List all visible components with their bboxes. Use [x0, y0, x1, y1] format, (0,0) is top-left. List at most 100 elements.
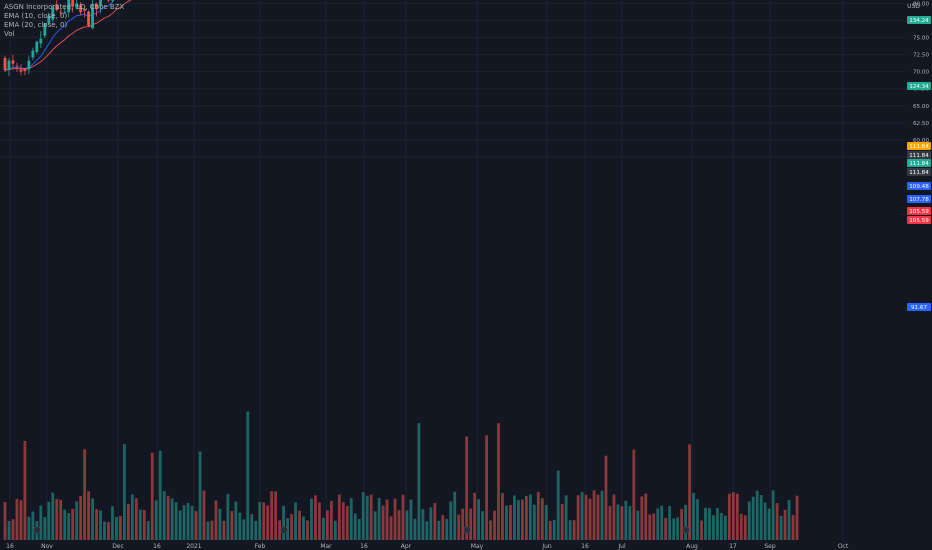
earnings-marker — [463, 526, 471, 534]
price-tick-label: 62.50 — [913, 121, 929, 127]
volume-bar — [584, 494, 588, 540]
volume-bar — [652, 513, 656, 540]
volume-bar — [214, 500, 218, 540]
volume-bar — [779, 515, 783, 540]
candle-body — [95, 3, 98, 9]
volume-bar — [743, 515, 747, 540]
time-tick-label: 17 — [729, 543, 737, 550]
candle-body — [55, 4, 59, 11]
volume-bar — [325, 510, 329, 540]
volume-bar — [536, 491, 540, 540]
volume-bar — [481, 511, 484, 540]
volume-bar — [186, 503, 190, 540]
price-badge — [907, 182, 931, 190]
volume-bar — [385, 499, 389, 540]
volume-bar — [314, 495, 317, 540]
volume-bar — [43, 517, 47, 540]
volume-bar — [644, 493, 648, 540]
candle-body — [71, 0, 75, 7]
volume-bar — [95, 509, 98, 540]
time-tick-label: May — [471, 543, 484, 550]
volume-bar — [3, 502, 7, 540]
volume-bar — [684, 504, 687, 540]
volume-bar — [624, 500, 628, 540]
price-badge-label: 105.59 — [909, 209, 929, 215]
price-badge-label: 111.84 — [909, 144, 929, 150]
volume-bar — [716, 508, 719, 540]
volume-bar — [7, 520, 11, 540]
candle-body — [27, 60, 31, 70]
volume-bar — [556, 470, 560, 540]
volume-bar — [134, 498, 138, 540]
volume-bar — [413, 518, 417, 540]
volume-bar — [91, 498, 94, 540]
volume-bar — [700, 520, 703, 540]
price-tick-label: 72.50 — [913, 53, 929, 59]
volume-bar — [23, 440, 27, 540]
volume-bar — [397, 510, 401, 540]
volume-bar — [166, 495, 170, 540]
volume-bar — [365, 495, 369, 540]
volume-bar — [318, 502, 321, 540]
volume-bar — [15, 498, 19, 540]
price-badge — [907, 168, 931, 176]
candle-body — [47, 15, 51, 24]
volume-bar — [294, 502, 297, 540]
volume-bar — [795, 495, 799, 540]
volume-bar — [767, 508, 771, 540]
volume-bar — [509, 504, 512, 540]
chart-legend: ASGN Incorporated, 1D, Cboe BZX EMA (10,… — [4, 3, 124, 39]
volume-bar — [266, 505, 270, 540]
volume-bar — [230, 511, 234, 540]
candle-body — [91, 4, 94, 29]
currency-label: USD — [907, 3, 920, 10]
volume-bar — [787, 500, 791, 540]
volume-bar — [437, 520, 441, 540]
volume-label: Vol — [4, 30, 15, 38]
volume-bar — [27, 516, 31, 540]
volume-bar — [99, 510, 102, 540]
volume-bar — [771, 490, 775, 540]
volume-bar — [708, 508, 711, 540]
volume-bar — [656, 508, 660, 540]
volume-bar — [580, 491, 584, 540]
volume-bar — [668, 506, 672, 540]
volume-bar — [751, 496, 755, 540]
volume-bar — [381, 505, 385, 540]
volume-bar — [226, 494, 230, 540]
volume-bar — [513, 495, 516, 540]
time-tick-label: Oct — [838, 543, 849, 550]
volume-bar — [154, 500, 158, 540]
price-tick-label: 70.00 — [913, 70, 929, 76]
time-tick-label: 16 — [6, 543, 14, 550]
volume-bar — [775, 503, 779, 540]
volume-bar — [369, 494, 373, 540]
volume-bar — [640, 496, 644, 540]
volume-bar — [142, 510, 146, 540]
time-tick-label: Sep — [764, 543, 776, 550]
earnings-marker — [280, 526, 288, 534]
price-badge — [907, 216, 931, 224]
volume-bar — [449, 501, 453, 540]
volume-bar — [600, 490, 604, 540]
volume-bar — [791, 514, 795, 540]
volume-bar — [361, 492, 365, 540]
volume-bar — [190, 505, 194, 540]
volume-bar — [47, 501, 51, 540]
volume-bar — [560, 503, 564, 540]
volume-bar — [11, 519, 15, 540]
volume-bar — [636, 510, 640, 540]
volume-bar — [676, 517, 680, 540]
volume-bar — [393, 498, 397, 540]
volume-bar — [453, 491, 457, 540]
volume-bar — [377, 497, 381, 540]
volume-bar — [357, 518, 361, 540]
volume-bar — [576, 495, 580, 540]
volume-bar — [310, 498, 313, 540]
candle-body — [3, 57, 7, 71]
candle-body — [59, 11, 63, 13]
volume-bar — [75, 501, 79, 540]
volume-bar — [178, 510, 182, 540]
volume-bar — [182, 505, 186, 540]
